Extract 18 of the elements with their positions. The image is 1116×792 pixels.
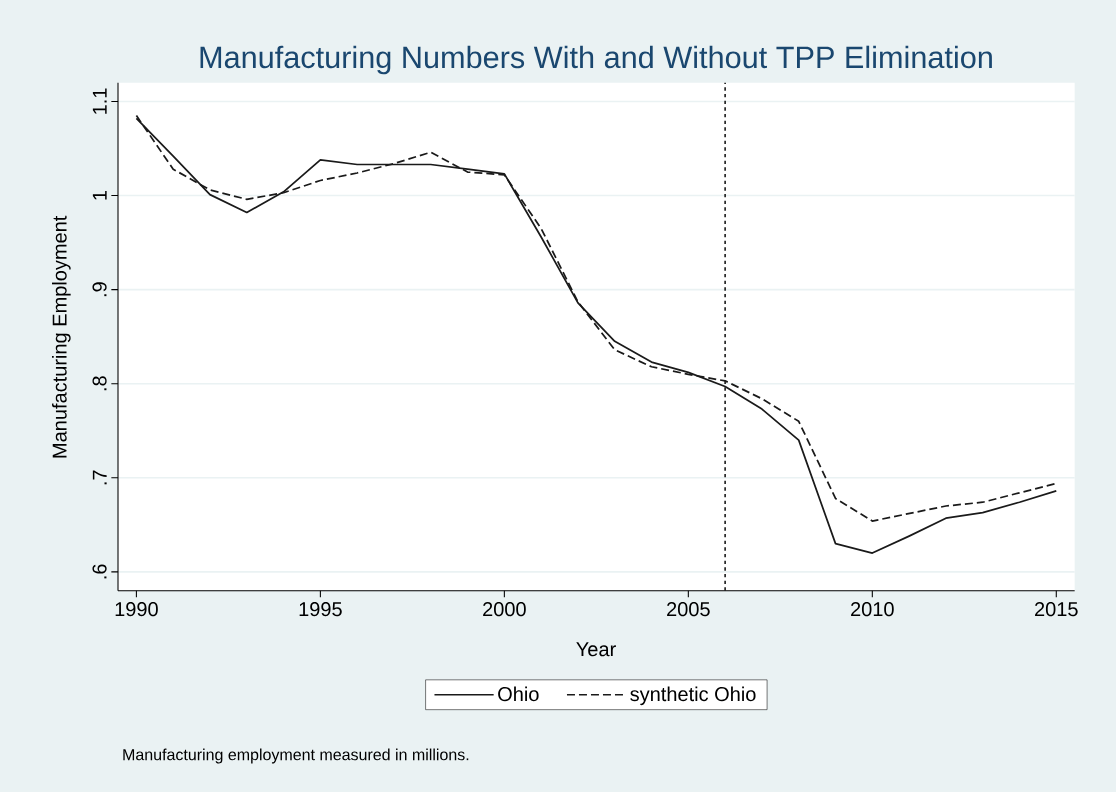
text: Manufacturing employment measured in millions. [123,748,469,764]
x-tick-label: 1990 [115,602,158,617]
x-tick-label: 2010 [851,602,894,617]
x-tick-label: 2000 [483,602,526,617]
x-axis-title: Year [576,642,616,657]
y-tick-label: .8 [92,376,107,391]
x-tick-label: 1995 [299,602,342,617]
y-tick-label: .7 [92,470,107,485]
y-axis-title: Manufacturing Employment [52,215,71,458]
x-tick-label: 2015 [1035,602,1078,617]
y-tick-label: .6 [92,564,107,579]
chart-title: Manufacturing Numbers With and Without TPP Elimination [200,45,992,75]
y-tick-label: 1 [92,190,107,200]
y-tick-label: .9 [92,282,107,297]
legend-label: synthetic Ohio [630,686,756,706]
y-tick-label: 1.1 [92,88,107,114]
x-tick-label: 2005 [667,602,710,617]
legend-label: Ohio [498,686,539,702]
